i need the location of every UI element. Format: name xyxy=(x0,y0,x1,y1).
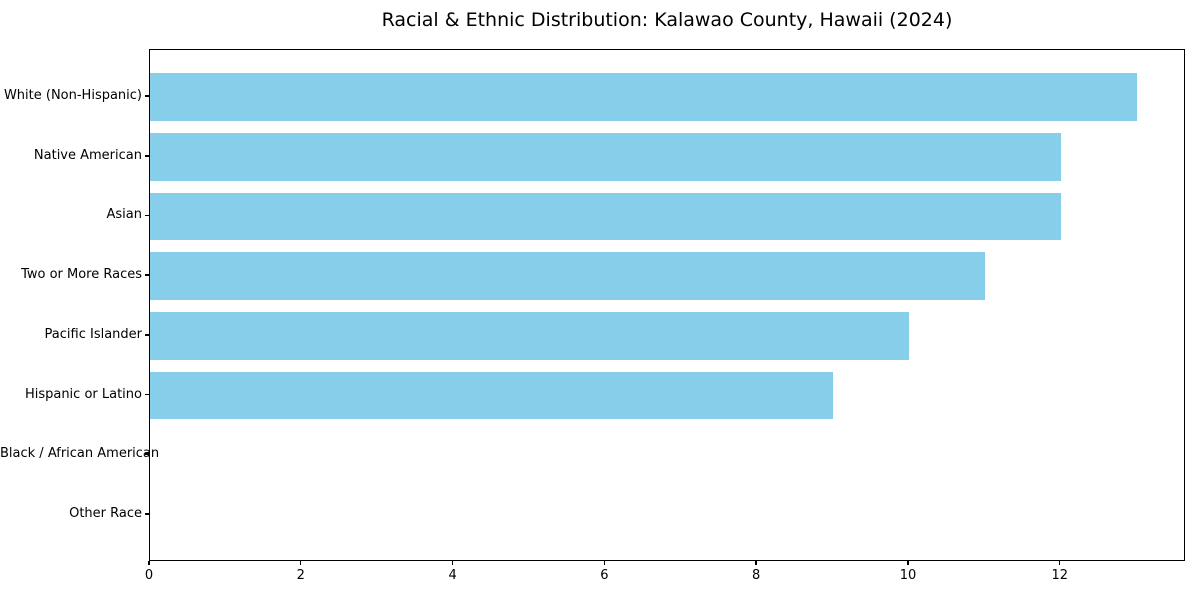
x-tick-mark xyxy=(148,561,150,565)
bar xyxy=(150,371,834,420)
y-tick-mark xyxy=(145,453,149,455)
x-tick-label: 0 xyxy=(144,568,154,583)
y-tick-label: Native American xyxy=(33,147,142,163)
y-tick-mark xyxy=(145,513,149,515)
y-tick-label: Asian xyxy=(106,207,142,223)
bar xyxy=(150,311,909,360)
x-tick-label: 4 xyxy=(448,568,457,583)
y-tick-mark xyxy=(145,393,149,396)
y-tick-label: Hispanic or Latino xyxy=(24,386,142,402)
x-tick-mark xyxy=(603,561,606,565)
y-tick-label: White (Non-Hispanic) xyxy=(3,88,142,104)
x-tick-mark xyxy=(300,561,302,565)
y-tick-mark xyxy=(145,274,149,276)
y-tick-mark xyxy=(145,334,149,336)
x-tick-label: 10 xyxy=(899,568,917,583)
y-tick-label: Black / African American xyxy=(0,446,160,462)
x-tick-mark xyxy=(1059,561,1061,565)
bar xyxy=(150,73,1137,121)
x-tick-label: 8 xyxy=(752,568,761,583)
y-tick-mark xyxy=(145,214,149,217)
bars-layer xyxy=(150,50,1184,560)
x-tick-label: 2 xyxy=(296,568,305,583)
chart-title: Racial & Ethnic Distribution: Kalawao Co… xyxy=(381,9,953,31)
x-tick-mark xyxy=(907,561,909,565)
y-tick-mark xyxy=(145,95,149,97)
bar xyxy=(150,252,985,301)
x-tick-mark xyxy=(451,561,454,565)
y-tick-label: Pacific Islander xyxy=(44,326,142,342)
y-tick-mark xyxy=(145,155,149,157)
bar xyxy=(150,132,1061,181)
x-tick-label: 12 xyxy=(1051,568,1069,583)
x-tick-label: 6 xyxy=(600,568,609,583)
plot-area xyxy=(149,49,1185,561)
x-tick-mark xyxy=(755,561,757,565)
y-tick-label: Other Race xyxy=(69,505,142,521)
bar xyxy=(150,192,1061,241)
y-tick-label: Two or More Races xyxy=(21,267,142,283)
